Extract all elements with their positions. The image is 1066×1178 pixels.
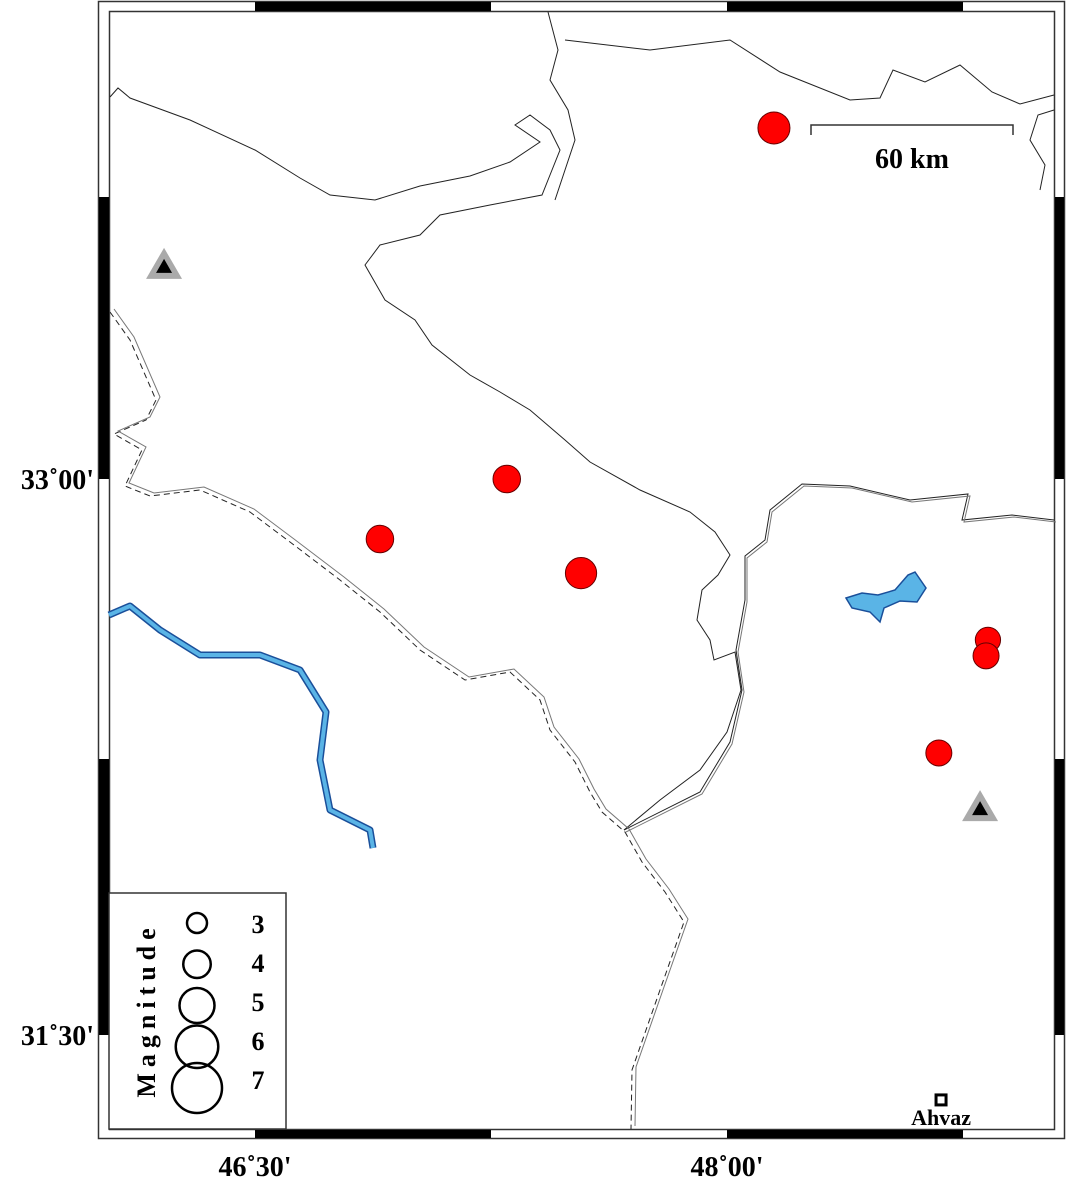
province-border bbox=[625, 485, 1057, 833]
city-marker-icon bbox=[934, 1093, 948, 1107]
events-layer bbox=[365, 111, 1002, 767]
legend-circle bbox=[178, 986, 216, 1025]
province-border bbox=[547, 11, 576, 201]
lat-tick-label: 31˚30' bbox=[21, 1021, 94, 1052]
stations-layer bbox=[146, 247, 999, 822]
frame-segment bbox=[255, 1130, 491, 1138]
frame-segment bbox=[1055, 197, 1064, 479]
earthquake-marker bbox=[925, 739, 953, 767]
legend-label: 3 bbox=[252, 910, 265, 939]
province-border bbox=[564, 39, 1055, 105]
province-border bbox=[109, 87, 742, 831]
lon-tick-label: 48˚00' bbox=[690, 1152, 763, 1178]
legend-label: 4 bbox=[252, 949, 265, 978]
legend-circle bbox=[182, 949, 212, 980]
earthquake-marker bbox=[564, 557, 598, 590]
map-frame bbox=[97, 0, 1066, 1140]
frame-segment bbox=[1055, 759, 1064, 1035]
axis-labels: 46˚30' 48˚00' 33˚00' 31˚30' bbox=[21, 465, 764, 1178]
legend-circle bbox=[185, 911, 209, 935]
province-border bbox=[1029, 109, 1055, 191]
water-layer bbox=[107, 571, 927, 849]
province-border bbox=[623, 483, 1055, 831]
borders-layer bbox=[109, 11, 1057, 1130]
legend-label: 7 bbox=[252, 1066, 265, 1095]
legend-label: 6 bbox=[252, 1027, 265, 1056]
magnitude-legend: Magnitude 3 4 5 6 7 bbox=[108, 892, 287, 1130]
scale-bar-label: 60 km bbox=[875, 144, 949, 175]
legend-circle bbox=[174, 1024, 220, 1070]
legend-label: 5 bbox=[252, 988, 265, 1017]
seismic-station-icon bbox=[962, 790, 999, 822]
frame-segment bbox=[99, 197, 109, 479]
seismic-station-icon bbox=[146, 247, 183, 279]
earthquake-marker bbox=[365, 524, 395, 554]
earthquake-marker bbox=[492, 464, 522, 494]
river bbox=[108, 604, 375, 849]
city-label: Ahvaz bbox=[911, 1105, 971, 1130]
lat-tick-label: 33˚00' bbox=[21, 465, 94, 496]
cities-layer: Ahvaz bbox=[911, 1093, 971, 1130]
frame-segment bbox=[727, 2, 963, 11]
lon-tick-label: 46˚30' bbox=[218, 1152, 291, 1178]
legend-title: Magnitude bbox=[132, 922, 161, 1097]
lake bbox=[844, 571, 927, 624]
international-border bbox=[109, 311, 685, 1130]
international-border bbox=[113, 308, 689, 1127]
earthquake-marker bbox=[757, 111, 791, 145]
scale-bar: 60 km bbox=[810, 124, 1014, 175]
frame-segment bbox=[727, 1130, 963, 1138]
earthquake-marker bbox=[972, 642, 1000, 670]
frame-segment bbox=[255, 2, 491, 11]
frame-segment bbox=[99, 759, 109, 1035]
legend-circle bbox=[170, 1061, 224, 1115]
